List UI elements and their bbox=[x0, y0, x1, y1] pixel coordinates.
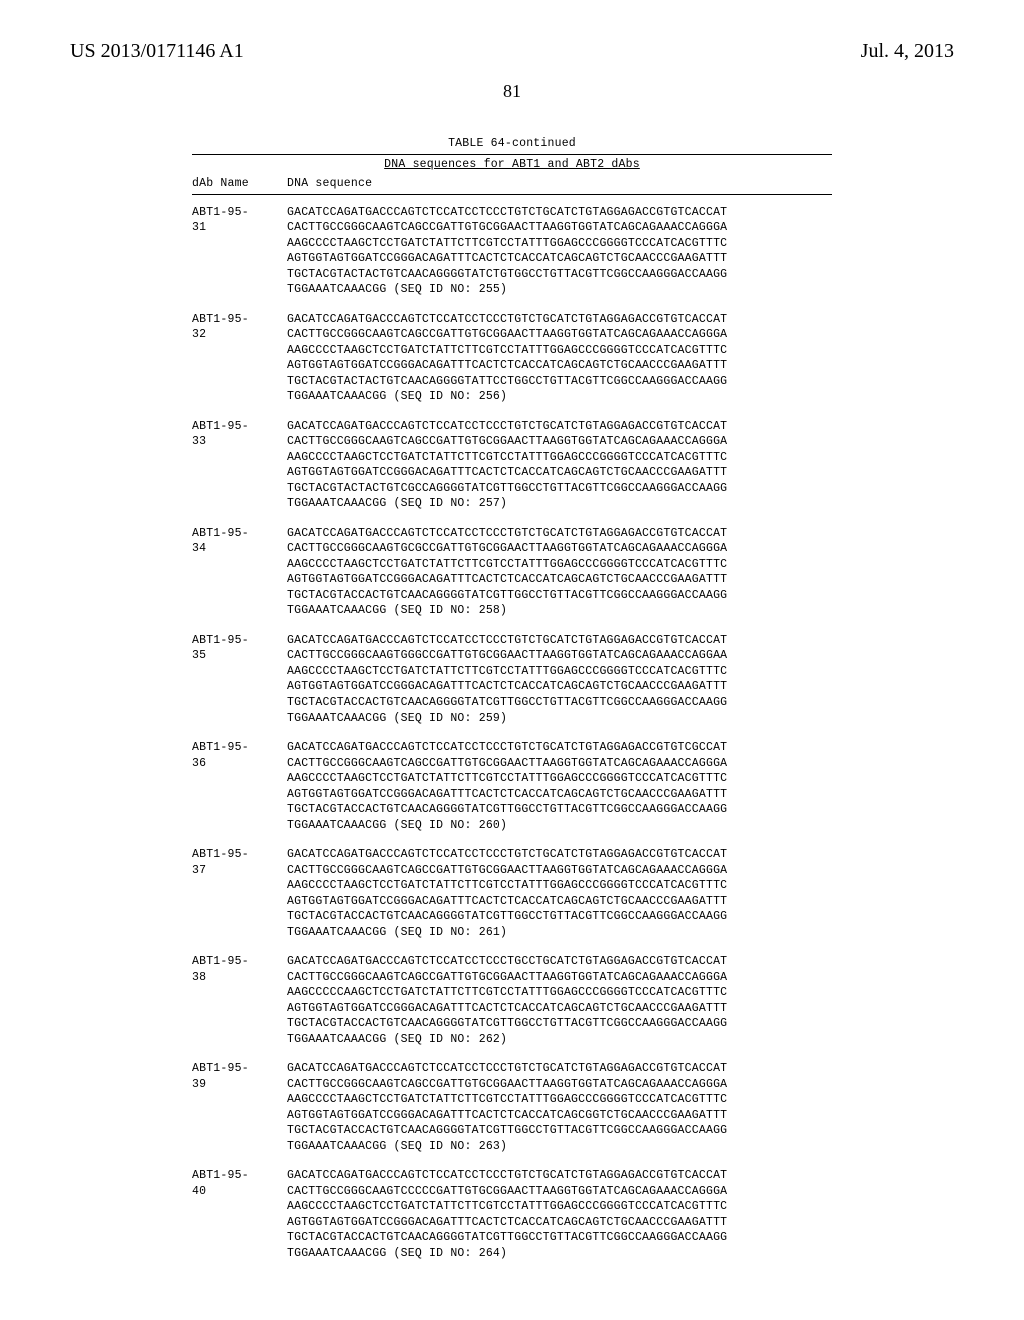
table-row: ABT1-95- 39GACATCCAGATGACCCAGTCTCCATCCTC… bbox=[192, 1061, 832, 1154]
table-row: ABT1-95- 33GACATCCAGATGACCCAGTCTCCATCCTC… bbox=[192, 419, 832, 512]
publication-date: Jul. 4, 2013 bbox=[861, 40, 954, 63]
table-row: ABT1-95- 36GACATCCAGATGACCCAGTCTCCATCCTC… bbox=[192, 740, 832, 833]
table-row: ABT1-95- 32GACATCCAGATGACCCAGTCTCCATCCTC… bbox=[192, 312, 832, 405]
dna-sequence: GACATCCAGATGACCCAGTCTCCATCCTCCCTGTCTGCAT… bbox=[287, 1061, 832, 1154]
table-row: ABT1-95- 40GACATCCAGATGACCCAGTCTCCATCCTC… bbox=[192, 1168, 832, 1261]
dab-name: ABT1-95- 37 bbox=[192, 847, 287, 940]
dab-name: ABT1-95- 35 bbox=[192, 633, 287, 726]
publication-number: US 2013/0171146 A1 bbox=[70, 40, 244, 63]
sequence-table: TABLE 64-continued DNA sequences for ABT… bbox=[192, 136, 832, 1261]
column-headers: dAb Name DNA sequence bbox=[192, 173, 832, 194]
table-subtitle: DNA sequences for ABT1 and ABT2 dAbs bbox=[192, 155, 832, 174]
dab-name: ABT1-95- 39 bbox=[192, 1061, 287, 1154]
table-row: ABT1-95- 35GACATCCAGATGACCCAGTCTCCATCCTC… bbox=[192, 633, 832, 726]
col-header-seq: DNA sequence bbox=[287, 176, 832, 192]
dna-sequence: GACATCCAGATGACCCAGTCTCCATCCTCCCTGTCTGCAT… bbox=[287, 205, 832, 298]
dab-name: ABT1-95- 33 bbox=[192, 419, 287, 512]
table-row: ABT1-95- 31GACATCCAGATGACCCAGTCTCCATCCTC… bbox=[192, 205, 832, 298]
table-row: ABT1-95- 37GACATCCAGATGACCCAGTCTCCATCCTC… bbox=[192, 847, 832, 940]
dab-name: ABT1-95- 36 bbox=[192, 740, 287, 833]
dna-sequence: GACATCCAGATGACCCAGTCTCCATCCTCCCTGTCTGCAT… bbox=[287, 847, 832, 940]
dna-sequence: GACATCCAGATGACCCAGTCTCCATCCTCCCTGTCTGCAT… bbox=[287, 633, 832, 726]
table-title: TABLE 64-continued bbox=[192, 136, 832, 152]
page-header: US 2013/0171146 A1 Jul. 4, 2013 bbox=[70, 40, 954, 63]
dab-name: ABT1-95- 31 bbox=[192, 205, 287, 298]
dna-sequence: GACATCCAGATGACCCAGTCTCCATCCTCCCTGTCTGCAT… bbox=[287, 312, 832, 405]
dna-sequence: GACATCCAGATGACCCAGTCTCCATCCTCCCTGTCTGCAT… bbox=[287, 740, 832, 833]
col-header-dab: dAb Name bbox=[192, 176, 287, 192]
dab-name: ABT1-95- 38 bbox=[192, 954, 287, 1047]
page-number: 81 bbox=[70, 81, 954, 102]
table-row: ABT1-95- 34GACATCCAGATGACCCAGTCTCCATCCTC… bbox=[192, 526, 832, 619]
dna-sequence: GACATCCAGATGACCCAGTCTCCATCCTCCCTGTCTGCAT… bbox=[287, 526, 832, 619]
table-row: ABT1-95- 38GACATCCAGATGACCCAGTCTCCATCCTC… bbox=[192, 954, 832, 1047]
dab-name: ABT1-95- 32 bbox=[192, 312, 287, 405]
patent-page: US 2013/0171146 A1 Jul. 4, 2013 81 TABLE… bbox=[0, 0, 1024, 1320]
dna-sequence: GACATCCAGATGACCCAGTCTCCATCCTCCCTGTCTGCAT… bbox=[287, 1168, 832, 1261]
dab-name: ABT1-95- 34 bbox=[192, 526, 287, 619]
dab-name: ABT1-95- 40 bbox=[192, 1168, 287, 1261]
dna-sequence: GACATCCAGATGACCCAGTCTCCATCCTCCCTGCCTGCAT… bbox=[287, 954, 832, 1047]
dna-sequence: GACATCCAGATGACCCAGTCTCCATCCTCCCTGTCTGCAT… bbox=[287, 419, 832, 512]
table-body: ABT1-95- 31GACATCCAGATGACCCAGTCTCCATCCTC… bbox=[192, 195, 832, 1262]
